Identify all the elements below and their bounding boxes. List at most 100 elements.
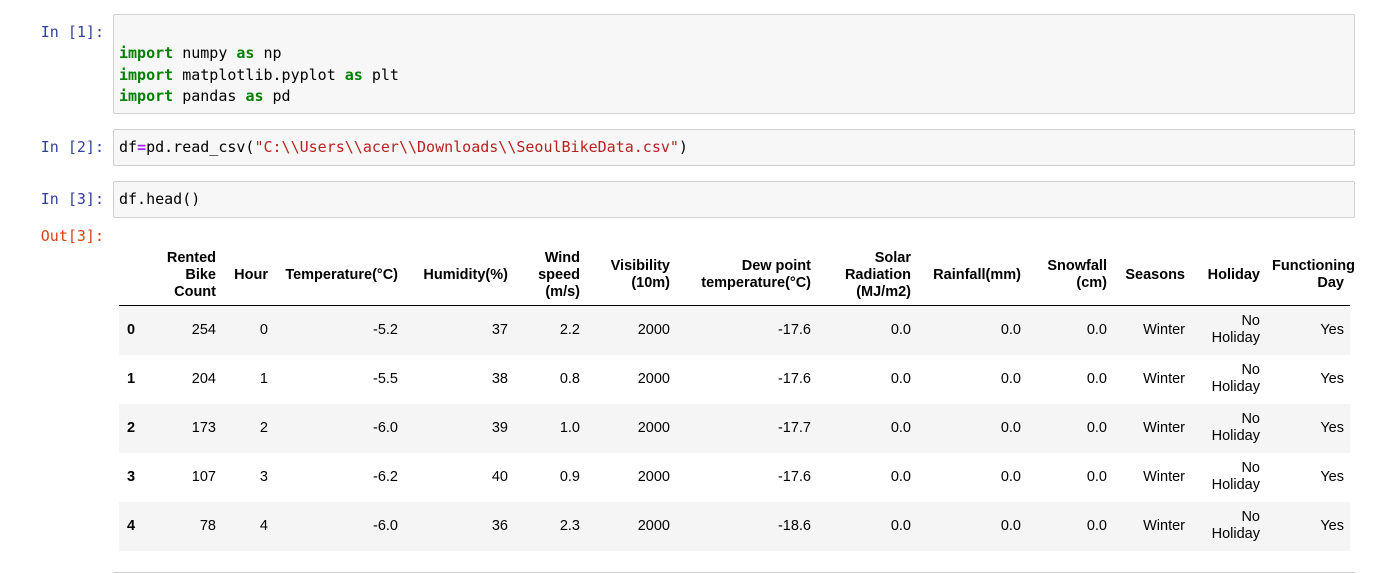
dataframe-body: 0 254 0 -5.2 37 2.2 2000 -17.6 0.0 0.0 0.0 Winter No… (119, 305, 1350, 551)
table-cell: 0.0 (890, 371, 911, 387)
table-cell: 254 (191, 322, 216, 339)
row-index: 0 (127, 322, 136, 339)
table-row: 3 107 3 -6.2 40 0.9 2000 -17.6 0.0 0.0 0.0 Winter No… (119, 453, 1350, 502)
code-line: df.head() (119, 189, 1354, 211)
table-cell: 0 (259, 322, 268, 339)
table-cell: 3 (259, 469, 268, 485)
table-cell: 1.0 (559, 420, 580, 436)
table-cell: 0.0 (1000, 518, 1021, 534)
code-token: matplotlib.pyplot (173, 65, 345, 84)
table-cell: 2000 (637, 518, 670, 534)
code-token: "C:\\Users\\acer\\Downloads\\SeoulBikeDa… (254, 138, 679, 156)
table-cell: -17.6 (777, 469, 811, 485)
code-token: import (119, 65, 174, 84)
code-token: = (137, 138, 147, 156)
table-cell: No Holiday (1211, 313, 1260, 347)
table-cell: Yes (1320, 420, 1344, 436)
dataframe-table: Rented Bike Count Hour Temperature(°C) Humidi… (119, 245, 1355, 551)
table-cell: 38 (491, 371, 508, 387)
column-header: Humidity(%) (404, 245, 514, 306)
table-cell: -5.5 (373, 371, 398, 387)
table-cell: 107 (191, 469, 216, 485)
table-cell: 40 (491, 469, 508, 485)
table-cell: 0.0 (890, 469, 911, 485)
column-header: Functioning Day (1266, 245, 1355, 306)
table-cell: 0.0 (1000, 469, 1021, 485)
table-cell: No Holiday (1211, 362, 1260, 395)
table-cell: 0.0 (1086, 420, 1107, 436)
table-cell: -18.6 (777, 518, 811, 534)
code-token: df (119, 138, 138, 156)
table-cell: No Holiday (1211, 509, 1260, 542)
table-cell: Winter (1143, 420, 1185, 436)
table-cell: Winter (1143, 518, 1185, 534)
column-header: Holiday (1191, 245, 1266, 306)
cell-3-prompt: In [3]: (40, 190, 104, 208)
row-index: 1 (127, 371, 136, 387)
table-cell: -17.6 (777, 322, 811, 339)
column-header: Hour (222, 245, 274, 306)
table-cell: Winter (1143, 322, 1185, 339)
table-cell: -6.2 (373, 469, 398, 485)
table-cell: 1 (259, 371, 268, 387)
table-cell: 2 (259, 420, 268, 436)
column-header: Temperature(°C) (274, 245, 404, 306)
output-divider (113, 572, 1355, 573)
code-line: import pandas as pd (119, 86, 1354, 108)
table-cell: 0.0 (1086, 518, 1107, 534)
table-cell: 0.0 (890, 518, 911, 534)
code-token: import (119, 87, 174, 105)
cell-1-code-input[interactable]: import numpy as np import matplotlib.pypl… (113, 14, 1355, 114)
table-cell: 2000 (637, 322, 670, 339)
table-cell: 0.9 (559, 469, 580, 485)
table-cell: 78 (199, 518, 216, 534)
index-header (119, 245, 155, 306)
table-cell: Yes (1320, 518, 1344, 534)
table-cell: 173 (191, 420, 216, 436)
table-cell: 2.3 (559, 518, 580, 534)
cell-2-code-input[interactable]: df=pd.read_csv("C:\\Users\\acer\\Downloa… (113, 129, 1355, 166)
table-cell: 0.0 (890, 322, 911, 339)
table-cell: 0.0 (1086, 469, 1107, 485)
table-row: 4 78 4 -6.0 36 2.3 2000 -18.6 0.0 0.0 0.0 Winter No H… (119, 501, 1350, 551)
table-cell: Winter (1143, 371, 1185, 387)
table-cell: 0.0 (1086, 371, 1107, 387)
column-header: Visibility (10m) (586, 245, 676, 306)
column-header: Seasons (1113, 245, 1191, 306)
table-cell: 204 (191, 371, 216, 387)
table-cell: Yes (1320, 469, 1344, 485)
table-cell: 36 (491, 518, 508, 534)
table-cell: -6.0 (373, 518, 398, 534)
row-index: 2 (127, 420, 136, 436)
code-token: ) (678, 138, 688, 156)
table-cell: 2.2 (559, 322, 580, 339)
cell-3-code-input[interactable]: df.head() (113, 181, 1355, 218)
table-cell: 0.8 (559, 371, 580, 387)
row-index: 3 (127, 469, 136, 485)
table-cell: 2000 (637, 420, 670, 436)
code-line: import matplotlib.pyplot as plt (119, 65, 1354, 87)
code-token: np (254, 44, 282, 62)
cell-2-prompt: In [2]: (40, 138, 104, 156)
row-index: 4 (127, 518, 136, 534)
table-cell: 0.0 (1086, 322, 1107, 339)
code-token: pandas (173, 87, 246, 105)
table-cell: No Holiday (1211, 460, 1260, 493)
table-cell: 0.0 (1000, 371, 1021, 387)
table-cell: Yes (1320, 322, 1344, 339)
code-token: df.head() (119, 190, 201, 208)
table-cell: 37 (491, 322, 508, 339)
column-header: Solar Radiation (MJ/m2) (817, 245, 917, 306)
table-row: 2 173 2 -6.0 39 1.0 2000 -17.7 0.0 0.0 0.0 Winter No… (119, 403, 1350, 453)
table-cell: 0.0 (1000, 322, 1021, 339)
table-cell: Yes (1320, 371, 1344, 387)
table-cell: 4 (259, 518, 268, 534)
table-cell: 0.0 (1000, 420, 1021, 436)
table-cell: -17.6 (777, 371, 811, 387)
cell-1-prompt: In [1]: (40, 23, 104, 41)
code-token: as (236, 44, 255, 62)
table-cell: 2000 (637, 371, 670, 387)
table-cell: -6.0 (373, 420, 398, 436)
code-token: numpy (173, 44, 237, 62)
code-token: as (344, 65, 363, 84)
